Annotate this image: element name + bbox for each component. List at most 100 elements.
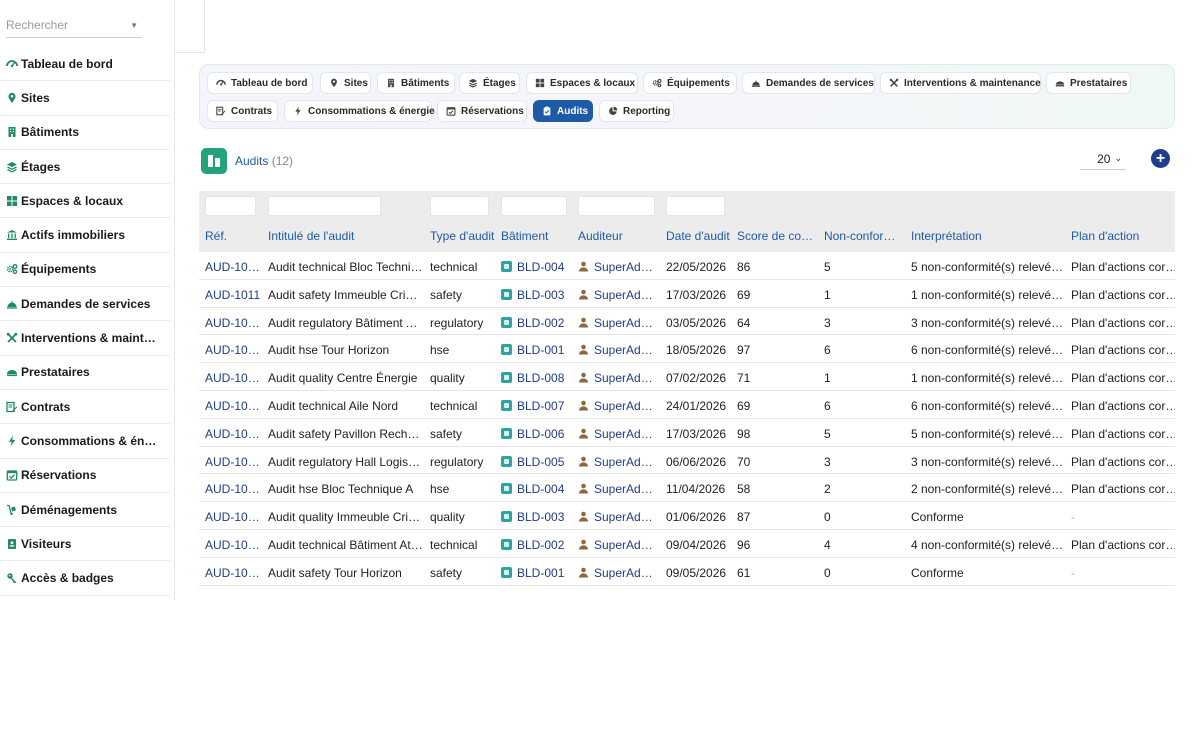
building-link[interactable]: BLD-004: [501, 482, 573, 496]
audit-ref-link[interactable]: AUD-1002: [205, 538, 261, 552]
table-row[interactable]: AUD-1001 Audit safety Tour Horizon safety B…: [199, 558, 1175, 586]
tab-10[interactable]: Contrats: [207, 100, 278, 122]
tab-13[interactable]: Audits: [533, 100, 593, 122]
building-link[interactable]: BLD-001: [501, 566, 573, 580]
tab-11[interactable]: Consommations & énergie: [284, 100, 435, 122]
table-row[interactable]: AUD-1011 Audit safety Immeuble Cristal saf…: [199, 280, 1175, 308]
table-row[interactable]: AUD-1008 Audit quality Centre Énergie qual…: [199, 363, 1175, 391]
tab-6[interactable]: Équipements: [643, 72, 737, 94]
column-header[interactable]: Bâtiment: [501, 229, 549, 243]
audit-ref-link[interactable]: AUD-1004: [205, 482, 261, 496]
table-row[interactable]: AUD-1010 Audit regulatory Bâtiment At… reg…: [199, 308, 1175, 336]
column-filter-input[interactable]: [205, 196, 256, 216]
add-audit-button[interactable]: +: [1151, 149, 1170, 168]
sidebar-item-2[interactable]: Sites: [0, 81, 170, 116]
table-row[interactable]: AUD-1002 Audit technical Bâtiment Atri… te…: [199, 530, 1175, 558]
building-link[interactable]: BLD-002: [501, 316, 573, 330]
cell-text: safety: [430, 426, 463, 441]
sidebar-item-16[interactable]: Accès & badges: [0, 561, 170, 596]
tab-4[interactable]: Étages: [459, 72, 520, 94]
audit-ref-link[interactable]: AUD-1001: [205, 566, 261, 580]
page-size-select[interactable]: 20 ⌄: [1080, 148, 1126, 170]
sidebar-item-4[interactable]: Étages: [0, 150, 170, 185]
cell-text: Conforme: [911, 510, 964, 525]
column-filter-input[interactable]: [501, 196, 567, 216]
audit-ref-link[interactable]: AUD-1007: [205, 399, 261, 413]
sidebar-item-6[interactable]: Actifs immobiliers: [0, 218, 170, 253]
tab-12[interactable]: Réservations: [437, 100, 527, 122]
sidebar-item-9[interactable]: Interventions & maintenance: [0, 321, 170, 356]
column-header[interactable]: Date d'audit: [666, 229, 730, 243]
tab-3[interactable]: Bâtiments: [377, 72, 455, 94]
tab-2[interactable]: Sites: [320, 72, 371, 94]
column-header[interactable]: Réf.: [205, 229, 228, 243]
table-row[interactable]: AUD-1005 Audit regulatory Hall Logisti… re…: [199, 447, 1175, 475]
sidebar-item-8[interactable]: Demandes de services: [0, 287, 170, 322]
audit-ref-link[interactable]: AUD-1012: [205, 260, 261, 274]
building-link[interactable]: BLD-008: [501, 371, 573, 385]
table-row[interactable]: AUD-1006 Audit safety Pavillon Recher… saf…: [199, 419, 1175, 447]
sidebar-item-14[interactable]: Déménagements: [0, 493, 170, 528]
building-link[interactable]: BLD-001: [501, 343, 573, 357]
building-link[interactable]: BLD-007: [501, 399, 573, 413]
column-filter-input[interactable]: [578, 196, 655, 216]
sidebar-item-3[interactable]: Bâtiments: [0, 116, 170, 150]
audit-ref-link[interactable]: AUD-1006: [205, 427, 261, 441]
audit-ref-link[interactable]: AUD-1005: [205, 455, 261, 469]
user-icon: [578, 539, 589, 550]
audit-ref-link[interactable]: AUD-1008: [205, 371, 261, 385]
audit-ref-link[interactable]: AUD-1010: [205, 316, 261, 330]
table-row[interactable]: AUD-1007 Audit technical Aile Nord technic…: [199, 391, 1175, 419]
column-filter-input[interactable]: [430, 196, 489, 216]
column-header[interactable]: Interprétation: [911, 229, 982, 243]
building-link[interactable]: BLD-005: [501, 455, 573, 469]
building-link[interactable]: BLD-003: [501, 288, 573, 302]
audit-ref-link[interactable]: AUD-1011: [205, 288, 261, 302]
search-input[interactable]: [6, 14, 124, 36]
sidebar-item-15[interactable]: Visiteurs: [0, 527, 170, 562]
building-link[interactable]: BLD-003: [501, 510, 573, 524]
tab-5[interactable]: Espaces & locaux: [526, 72, 638, 94]
cell-text: AUD-1009: [205, 343, 261, 358]
sidebar-item-12[interactable]: Consommations & énergie: [0, 424, 170, 459]
search-box[interactable]: ▼: [6, 14, 142, 38]
table-row[interactable]: AUD-1009 Audit hse Tour Horizon hse BLD-001…: [199, 335, 1175, 364]
tab-7[interactable]: Demandes de services: [742, 72, 875, 94]
audit-ref-link[interactable]: AUD-1009: [205, 343, 261, 357]
column-header[interactable]: Score de co…: [737, 229, 814, 243]
audit-ref-link[interactable]: AUD-1003: [205, 510, 261, 524]
cell-text: BLD-003: [517, 287, 565, 302]
sidebar-item-1[interactable]: Tableau de bord: [0, 47, 170, 82]
building-link[interactable]: BLD-006: [501, 427, 573, 441]
sidebar-item-11[interactable]: Contrats: [0, 390, 170, 425]
table-row[interactable]: AUD-1003 Audit quality Immeuble Cristal qu…: [199, 502, 1175, 530]
table-row[interactable]: AUD-1012 Audit technical Bloc Techniq… tec…: [199, 252, 1175, 280]
cell-text: 0: [824, 510, 831, 525]
building-link[interactable]: BLD-002: [501, 538, 573, 552]
calendar-check-icon: [6, 469, 18, 481]
table-cell: technical: [430, 260, 495, 274]
table-cell: quality: [430, 371, 495, 385]
building-link[interactable]: BLD-004: [501, 260, 573, 274]
table-cell: 18/05/2026: [666, 343, 732, 357]
cell-text: 0: [824, 565, 831, 580]
column-header[interactable]: Plan d'action: [1071, 229, 1140, 243]
sidebar-item-10[interactable]: Prestataires: [0, 356, 170, 390]
column-filter-input[interactable]: [666, 196, 725, 216]
column-header[interactable]: Non-conform…: [824, 229, 904, 243]
sidebar-item-13[interactable]: Réservations: [0, 459, 170, 493]
tab-14[interactable]: Reporting: [599, 100, 674, 122]
caret-down-icon[interactable]: ▼: [130, 21, 138, 30]
table-row[interactable]: AUD-1004 Audit hse Bloc Technique A hse BLD…: [199, 474, 1175, 503]
map-pin-icon: [329, 78, 339, 88]
tab-8[interactable]: Interventions & maintenance: [880, 72, 1041, 94]
column-header[interactable]: Type d'audit: [430, 229, 495, 243]
cell-text: AUD-1004: [205, 482, 261, 497]
sidebar-item-5[interactable]: Espaces & locaux: [0, 184, 170, 219]
column-header[interactable]: Intitulé de l'audit: [268, 229, 355, 243]
tab-1[interactable]: Tableau de bord: [207, 72, 313, 94]
column-filter-input[interactable]: [268, 196, 381, 216]
tab-9[interactable]: Prestataires: [1046, 72, 1131, 94]
sidebar-item-7[interactable]: Équipements: [0, 253, 170, 288]
column-header[interactable]: Auditeur: [578, 229, 623, 243]
